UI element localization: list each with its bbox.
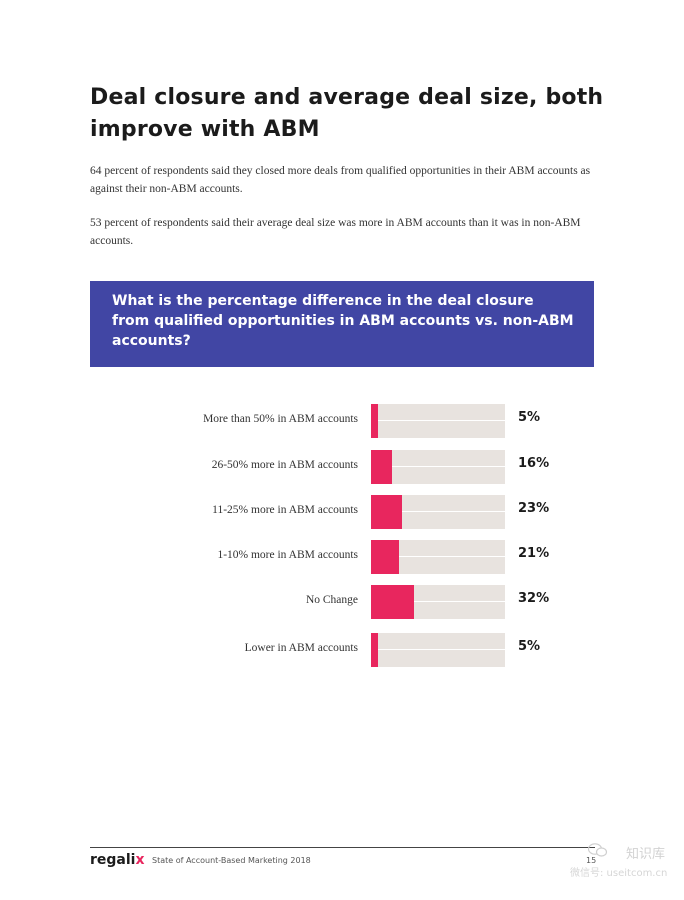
question-box: What is the percentage difference in the…	[90, 281, 594, 367]
report-title: State of Account-Based Marketing 2018	[152, 856, 311, 865]
bar-value-label: 16%	[518, 456, 550, 471]
footer-divider	[90, 847, 595, 848]
bar-label: More than 50% in ABM accounts	[203, 413, 358, 425]
bar-track-divider	[371, 649, 505, 650]
bar-track-divider	[371, 511, 505, 512]
bar-track	[371, 633, 505, 667]
chart-row: 1-10% more in ABM accounts 21%	[0, 540, 684, 574]
bar-value-label: 5%	[518, 639, 541, 654]
logo-text: regali	[90, 852, 136, 868]
page-title: Deal closure and average deal size, both…	[90, 82, 610, 146]
chart-row: 26-50% more in ABM accounts 16%	[0, 450, 684, 484]
bar-track	[371, 450, 505, 484]
paragraph-deal-closure: 64 percent of respondents said they clos…	[90, 165, 591, 195]
chart-row: 11-25% more in ABM accounts 23%	[0, 495, 684, 529]
bar-label: 11-25% more in ABM accounts	[212, 504, 358, 516]
page-title-line-2: improve with ABM	[90, 117, 320, 142]
chart-row: No Change 32%	[0, 585, 684, 619]
regalix-logo: regalix	[90, 852, 145, 868]
bar-track-divider	[371, 556, 505, 557]
bar-label: 26-50% more in ABM accounts	[211, 459, 358, 471]
paragraph-deal-size: 53 percent of respondents said their ave…	[90, 217, 581, 247]
question-line-2: from qualified opportunities in ABM acco…	[112, 313, 574, 329]
bar-value-label: 32%	[518, 591, 550, 606]
bar-label: Lower in ABM accounts	[244, 642, 358, 654]
page-number: 15	[586, 856, 597, 865]
question-line-3: accounts?	[112, 333, 191, 349]
bar-fill	[371, 585, 414, 619]
bar-fill	[371, 450, 393, 484]
bar-label: No Change	[305, 594, 358, 606]
bar-value-label: 23%	[518, 501, 550, 516]
watermark: 知识库 微信号: useitcom.cn	[570, 843, 680, 879]
bar-fill	[371, 495, 402, 529]
watermark-top: 知识库	[626, 847, 666, 862]
bar-fill	[371, 540, 400, 574]
bar-track	[371, 404, 505, 438]
bar-fill	[371, 404, 378, 438]
bar-label: 1-10% more in ABM accounts	[217, 549, 358, 561]
chart-row: Lower in ABM accounts 5%	[0, 633, 684, 667]
bar-value-label: 5%	[518, 410, 541, 425]
bar-value-label: 21%	[518, 546, 550, 561]
bar-track-divider	[371, 466, 505, 467]
bar-track-divider	[371, 420, 505, 421]
bar-track-divider	[371, 601, 505, 602]
page-title-line-1: Deal closure and average deal size, both	[90, 85, 604, 110]
watermark-bottom: 微信号: useitcom.cn	[570, 868, 668, 879]
bar-fill	[371, 633, 378, 667]
question-line-1: What is the percentage difference in the…	[112, 293, 534, 309]
chart-row: More than 50% in ABM accounts 5%	[0, 404, 684, 438]
logo-accent: x	[135, 852, 145, 868]
wechat-icon	[588, 843, 608, 857]
